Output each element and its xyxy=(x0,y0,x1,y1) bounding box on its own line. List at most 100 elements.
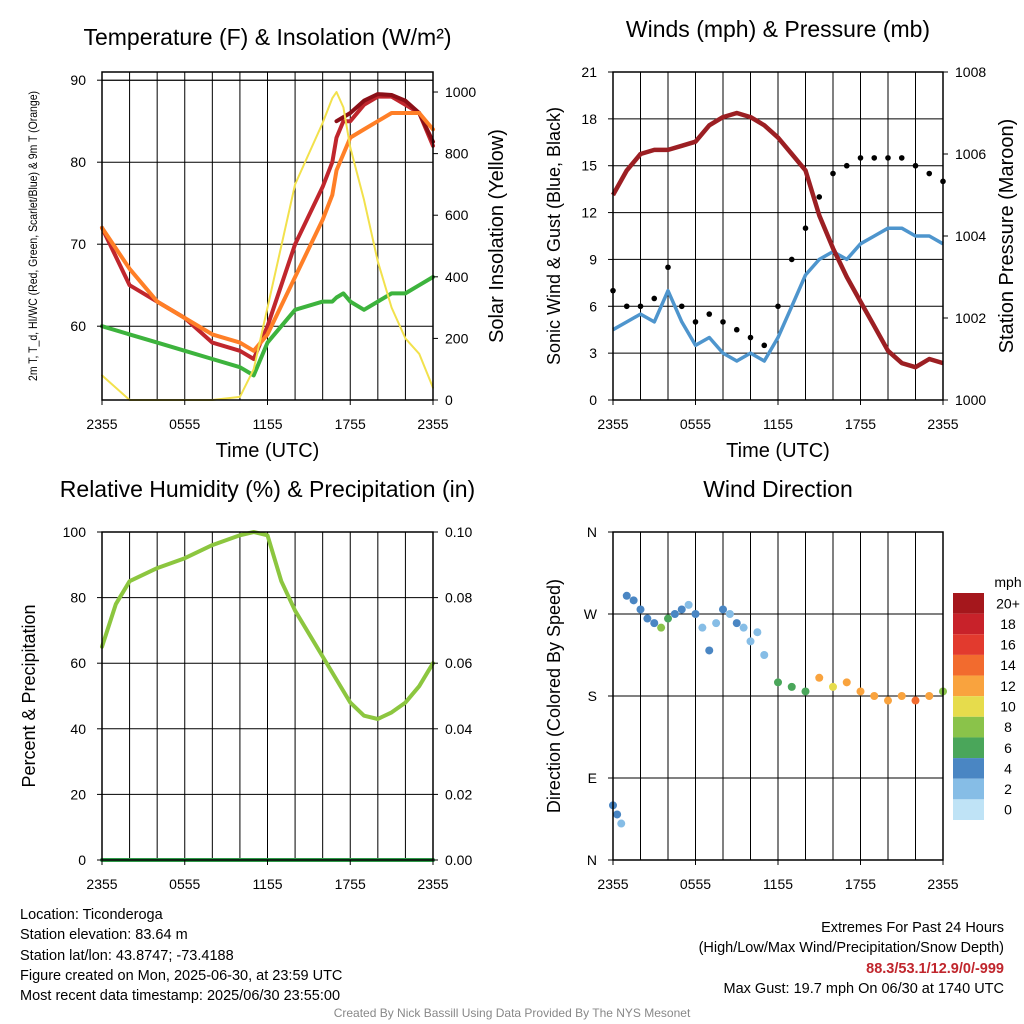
gust-point xyxy=(692,319,699,325)
direction-point xyxy=(829,682,837,691)
gust-point xyxy=(926,170,933,177)
direction-point xyxy=(739,623,748,632)
gust-point xyxy=(788,256,795,263)
y-tick-label: 40 xyxy=(70,721,86,737)
y-tick-label: S xyxy=(588,688,597,704)
direction-point xyxy=(643,614,652,623)
colorbar-swatch xyxy=(953,737,984,759)
gust-point xyxy=(898,155,905,161)
y-right-tick-label: 0 xyxy=(445,392,453,408)
gust-point xyxy=(678,303,685,310)
direction-point xyxy=(897,692,906,700)
series-line-3 xyxy=(100,111,435,353)
x-tick-label: 2355 xyxy=(86,876,117,892)
y-right-tick-label: 800 xyxy=(445,146,469,162)
colorbar-swatch xyxy=(953,654,984,676)
direction-point xyxy=(650,619,659,628)
direction-point xyxy=(856,687,865,696)
direction-point xyxy=(670,610,679,618)
direction-point xyxy=(746,637,755,646)
direction-point xyxy=(657,623,666,632)
latlon-text: Station lat/lon: 43.8747; -73.4188 xyxy=(20,947,234,964)
x-tick-label: 1155 xyxy=(763,416,793,432)
x-tick-label: 2355 xyxy=(597,876,628,892)
colorbar-swatch xyxy=(953,758,984,779)
direction-point xyxy=(842,678,851,687)
colorbar-label: 10 xyxy=(1000,699,1016,715)
extremes-subtitle: (High/Low/Max Wind/Precipitation/Snow De… xyxy=(698,940,1004,957)
x-tick-label: 0555 xyxy=(169,876,200,892)
gust-point xyxy=(830,170,836,177)
y-tick-label: 20 xyxy=(70,786,86,802)
direction-point xyxy=(787,682,796,691)
x-tick-label: 0555 xyxy=(680,416,711,432)
y-right-axis-label: Station Pressure (Maroon) xyxy=(996,119,1018,354)
gust-point xyxy=(761,342,768,349)
gust-point xyxy=(623,303,630,310)
direction-point xyxy=(617,819,626,828)
x-tick-label: 0555 xyxy=(680,876,711,892)
gust-point xyxy=(651,295,658,302)
y-axis-label: Percent & Precipitation xyxy=(19,604,39,787)
wind-speed-line xyxy=(612,226,944,363)
max-gust-text: Max Gust: 19.7 mph On 06/30 at 1740 UTC xyxy=(723,980,1004,997)
y-tick-label: 60 xyxy=(70,655,86,671)
y-axis-label: Sonic Wind & Gust (Blue, Black) xyxy=(544,107,564,365)
chart-title: Winds (mph) & Pressure (mb) xyxy=(626,16,930,42)
colorbar-label: 20+ xyxy=(996,595,1020,611)
location-text: Location: Ticonderoga xyxy=(20,907,163,923)
gust-point xyxy=(912,162,919,169)
direction-point xyxy=(677,605,686,614)
direction-point xyxy=(801,687,810,696)
chart-title: Relative Humidity (%) & Precipitation (i… xyxy=(60,476,475,502)
direction-point xyxy=(691,610,700,618)
y-right-tick-label: 1006 xyxy=(955,146,986,162)
chart-title: Temperature (F) & Insolation (W/m²) xyxy=(83,24,451,50)
extremes-info: Extremes For Past 24 Hours (High/Low/Max… xyxy=(699,918,1004,999)
x-tick-label: 1155 xyxy=(252,876,282,892)
gust-point xyxy=(775,303,781,310)
y-right-tick-label: 0.06 xyxy=(445,655,472,671)
direction-point xyxy=(911,696,920,705)
colorbar-swatch xyxy=(953,696,984,717)
y-tick-label: 15 xyxy=(581,158,597,174)
colorbar-label: 18 xyxy=(1000,616,1016,632)
colorbar-swatch xyxy=(953,634,984,655)
x-tick-label: 0555 xyxy=(169,416,200,432)
y-tick-label: 0 xyxy=(589,392,597,408)
y-right-tick-label: 1004 xyxy=(955,228,986,244)
direction-point xyxy=(705,646,714,655)
direction-point xyxy=(698,623,707,632)
colorbar-swatch xyxy=(953,675,984,697)
y-right-tick-label: 0.00 xyxy=(445,852,472,868)
y-right-tick-label: 1000 xyxy=(955,392,986,408)
x-tick-label: 2355 xyxy=(417,416,448,432)
y-tick-label: 80 xyxy=(70,154,86,170)
direction-point xyxy=(815,673,824,682)
y-tick-label: 100 xyxy=(63,524,87,540)
y-right-tick-label: 0.04 xyxy=(445,721,472,737)
direction-point xyxy=(613,810,622,819)
direction-point xyxy=(636,605,645,614)
x-tick-label: 1755 xyxy=(845,416,876,432)
direction-point xyxy=(664,614,672,623)
direction-point xyxy=(629,596,638,605)
x-tick-label: 1155 xyxy=(763,876,793,892)
y-tick-label: 80 xyxy=(70,590,86,606)
y-tick-label: 18 xyxy=(581,111,597,127)
gust-point xyxy=(871,155,878,161)
recent-data-text: Most recent data timestamp: 2025/06/30 2… xyxy=(20,988,341,1005)
direction-point xyxy=(870,692,879,700)
y-tick-label: 9 xyxy=(589,251,597,267)
x-tick-label: 2355 xyxy=(597,416,628,432)
y-tick-label: N xyxy=(587,852,597,868)
gust-point xyxy=(665,264,671,271)
created-text: Figure created on Mon, 2025-06-30, at 23… xyxy=(20,967,343,984)
x-tick-label: 1755 xyxy=(845,876,876,892)
colorbar-label: 0 xyxy=(1004,802,1012,818)
direction-point xyxy=(684,600,693,609)
direction-point xyxy=(622,591,631,600)
y-right-tick-label: 1002 xyxy=(955,310,986,326)
y-tick-label: 12 xyxy=(581,205,597,221)
colorbar-swatch xyxy=(953,613,984,635)
